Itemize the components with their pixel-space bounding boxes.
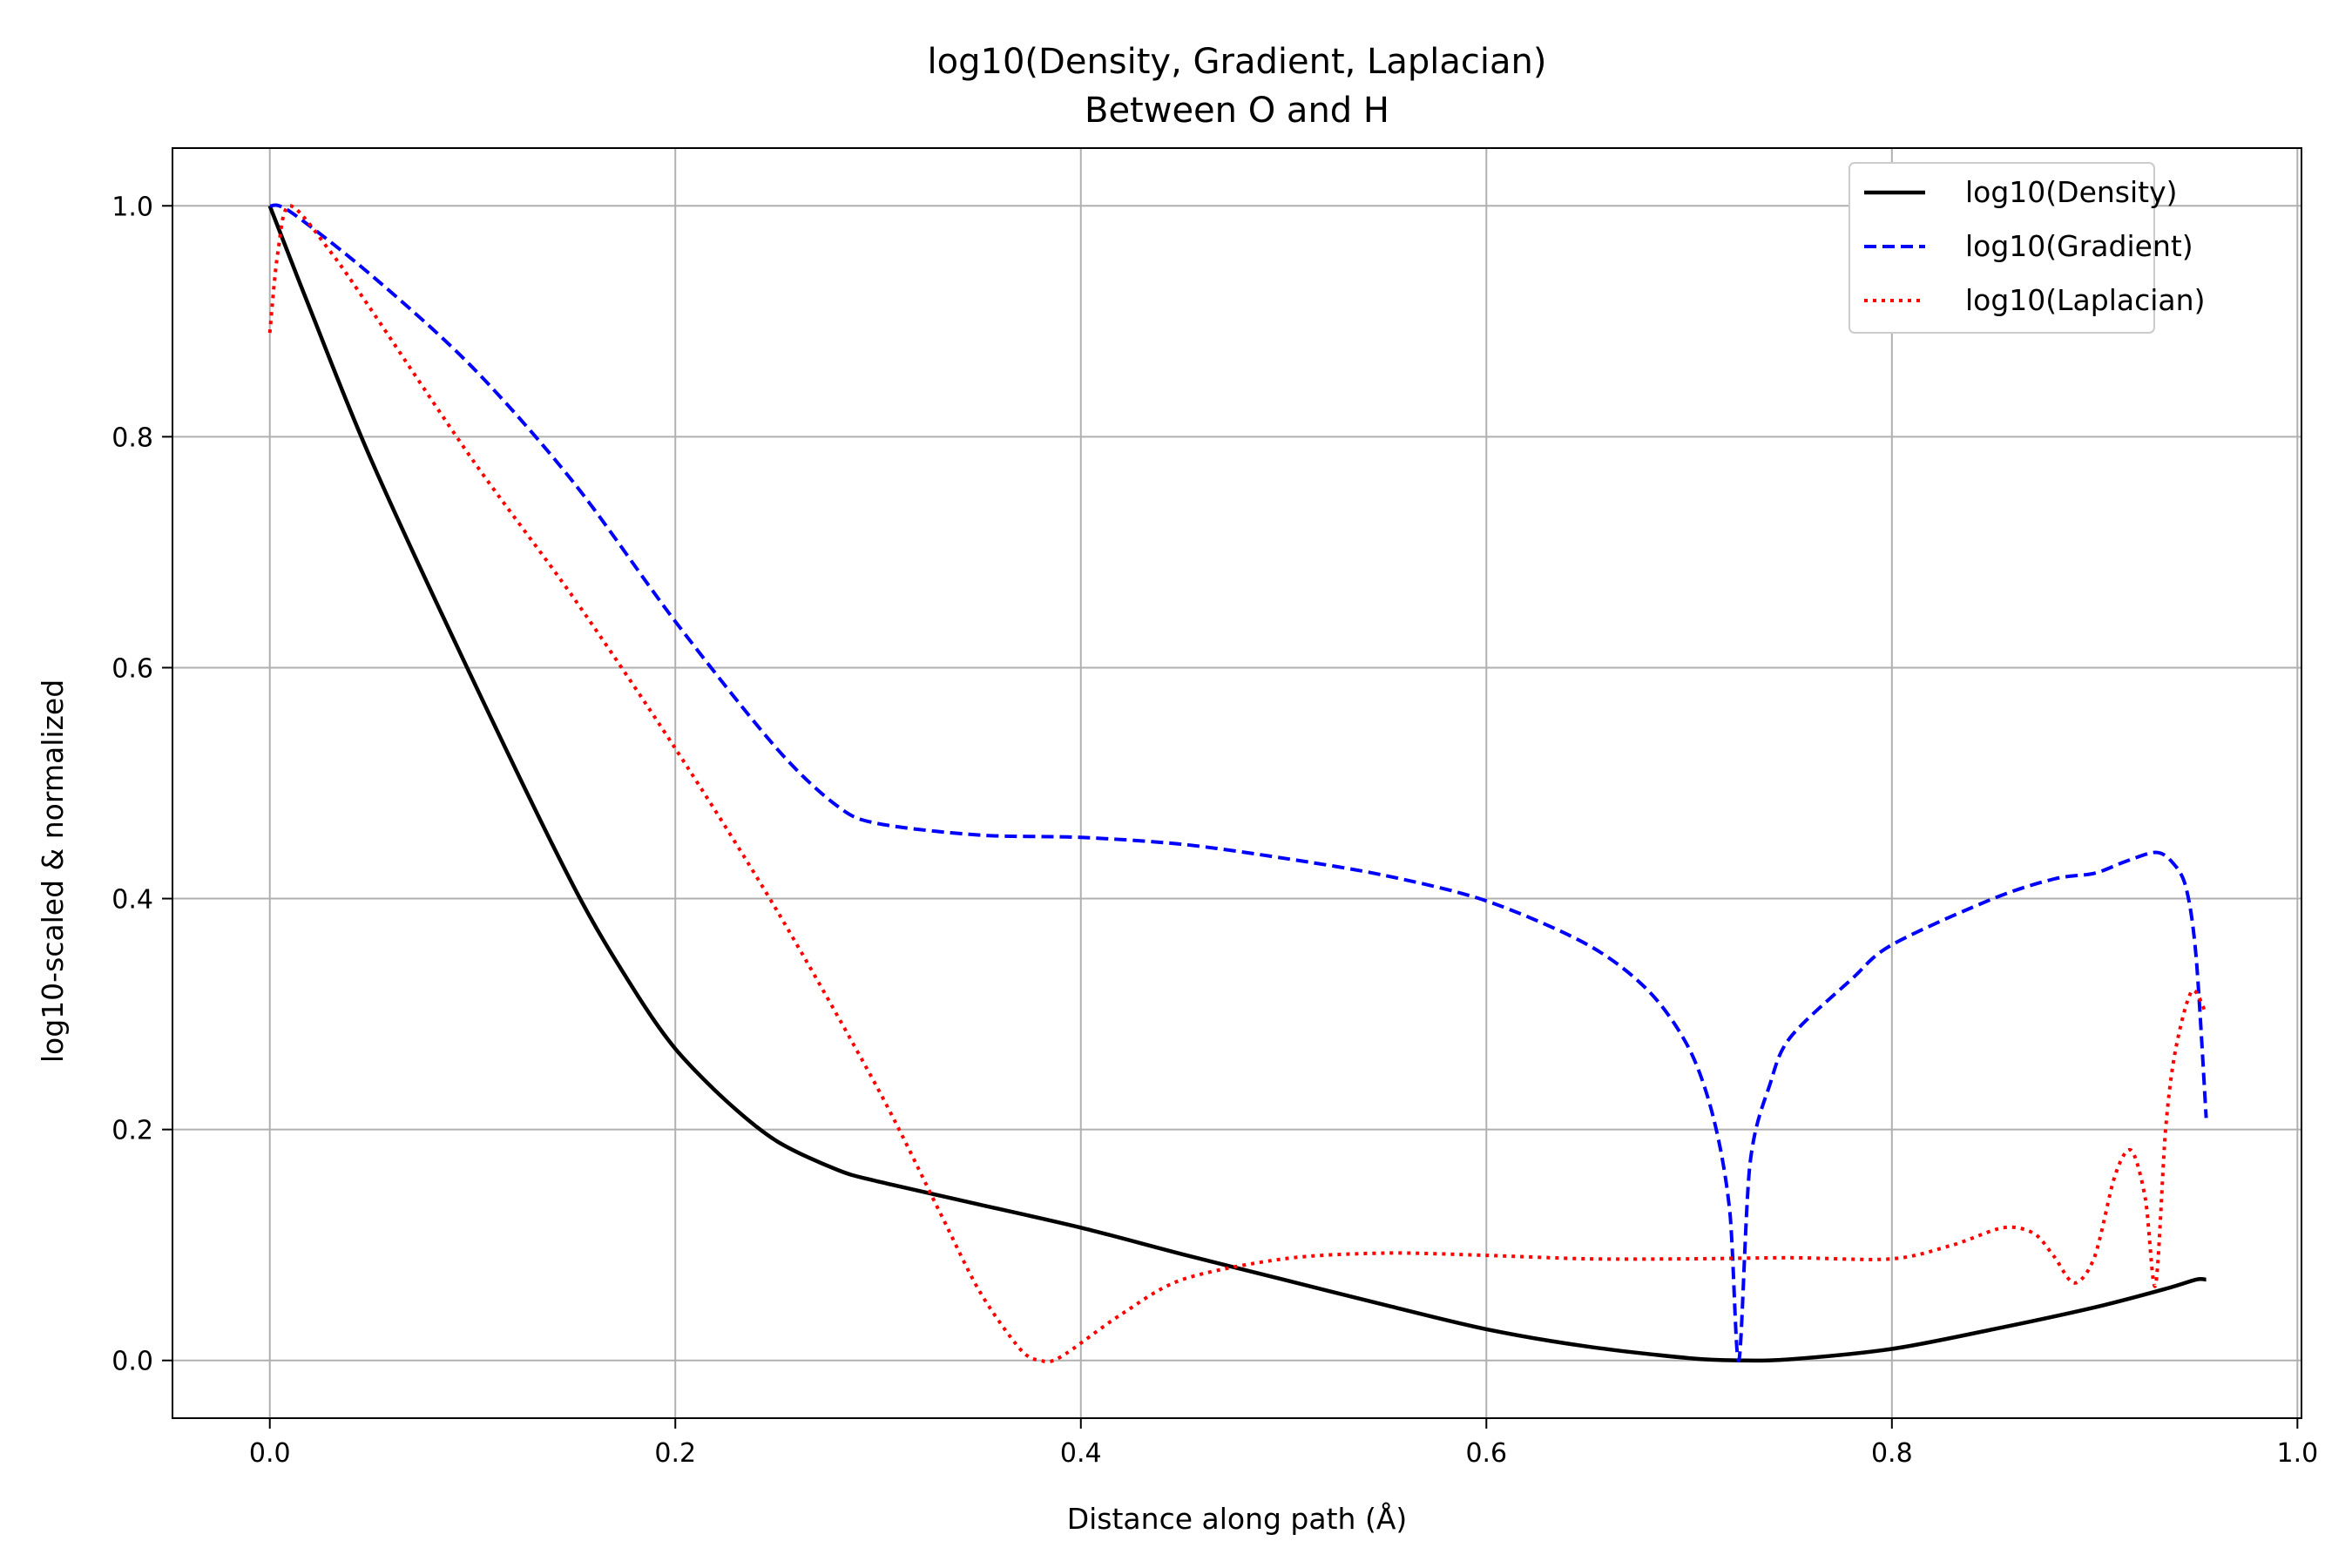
legend: log10(Density) log10(Gradient) log10(Lap… bbox=[1848, 162, 2205, 334]
x-tick-label: 0.2 bbox=[654, 1438, 696, 1469]
y-tick-label: 0.4 bbox=[112, 885, 153, 916]
x-tick-label: 0.8 bbox=[1871, 1438, 1913, 1469]
x-axis-label: Distance along path (Å) bbox=[1067, 1501, 1408, 1536]
legend-box bbox=[1848, 162, 2155, 334]
series-line-density bbox=[267, 205, 2207, 1363]
series-line-gradient bbox=[269, 203, 2208, 1362]
axis-ticks: 0.0 0.2 0.4 0.6 0.8 1.0 0.0 0.2 0.4 0.6 0.8 1.0 bbox=[112, 192, 2318, 1469]
x-tick-label: 1.0 bbox=[2276, 1438, 2318, 1469]
legend-label-laplacian: log10(Laplacian) bbox=[1965, 283, 2205, 317]
chart-subtitle: Between O and H bbox=[1085, 91, 1389, 131]
y-axis-label: log10-scaled & normalized bbox=[36, 679, 70, 1063]
axes-frame bbox=[172, 147, 2302, 1419]
y-tick-label: 0.6 bbox=[112, 653, 153, 684]
y-tick-label: 0.0 bbox=[112, 1347, 153, 1377]
x-tick-label: 0.0 bbox=[249, 1438, 291, 1469]
y-tick-label: 0.8 bbox=[112, 422, 153, 453]
y-tick-label: 0.2 bbox=[112, 1116, 153, 1146]
x-tick-label: 0.6 bbox=[1465, 1438, 1507, 1469]
chart-title: log10(Density, Gradient, Laplacian) bbox=[928, 42, 1547, 82]
x-tick-label: 0.4 bbox=[1060, 1438, 1102, 1469]
y-tick-label: 1.0 bbox=[112, 192, 153, 222]
grid bbox=[172, 148, 2301, 1418]
series-lines bbox=[267, 203, 2208, 1364]
legend-label-gradient: log10(Gradient) bbox=[1965, 229, 2193, 263]
legend-label-density: log10(Density) bbox=[1965, 175, 2178, 209]
